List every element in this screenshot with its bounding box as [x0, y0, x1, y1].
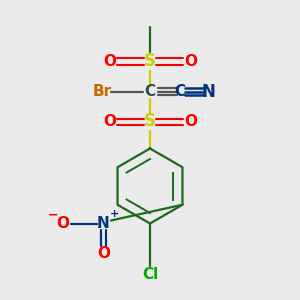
- Text: O: O: [184, 54, 197, 69]
- Text: O: O: [97, 246, 110, 261]
- Text: C: C: [174, 84, 186, 99]
- Text: S: S: [144, 52, 156, 70]
- Text: N: N: [97, 216, 110, 231]
- Text: C: C: [144, 84, 156, 99]
- Text: O: O: [103, 54, 116, 69]
- Text: O: O: [103, 114, 116, 129]
- Text: O: O: [56, 216, 70, 231]
- Text: Br: Br: [92, 84, 112, 99]
- Text: O: O: [184, 114, 197, 129]
- Text: −: −: [48, 208, 59, 222]
- Text: +: +: [110, 209, 119, 219]
- Text: N: N: [202, 82, 215, 100]
- Text: S: S: [144, 112, 156, 130]
- Text: Cl: Cl: [142, 267, 158, 282]
